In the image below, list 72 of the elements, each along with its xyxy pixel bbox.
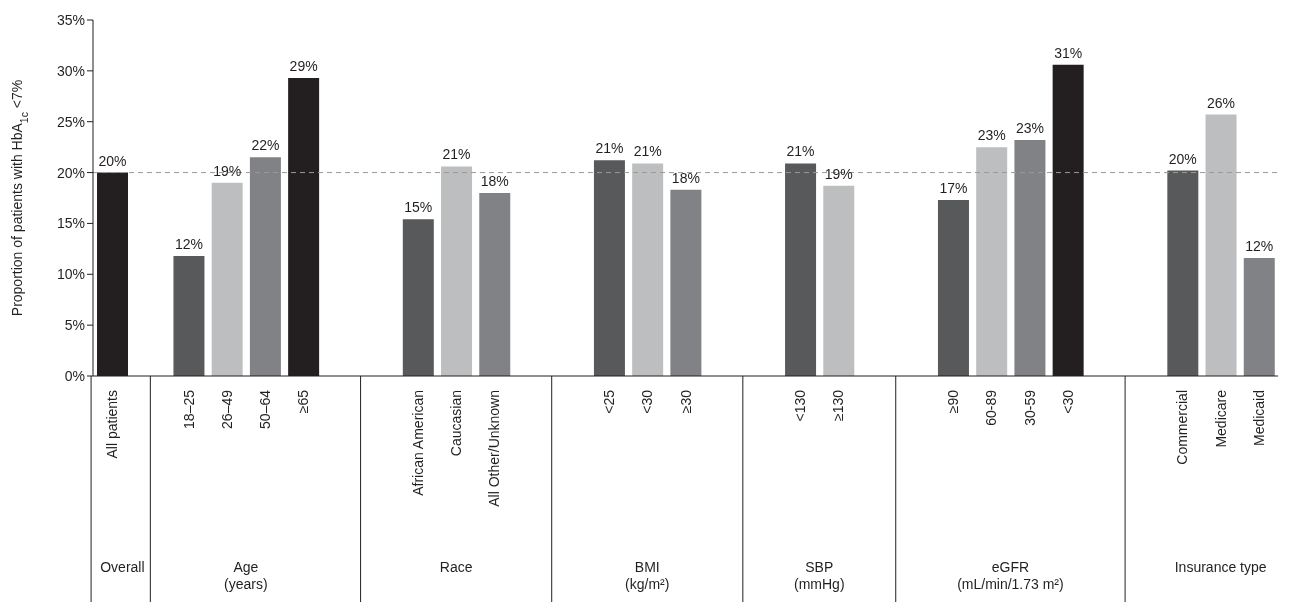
x-tick-label: Medicaid xyxy=(1250,390,1267,447)
x-tick-label: All patients xyxy=(104,390,121,459)
y-tick-label: 30% xyxy=(56,62,85,79)
bar xyxy=(402,219,434,376)
bar xyxy=(785,163,817,376)
data-label: 26% xyxy=(1207,94,1236,111)
x-tick-label: <30 xyxy=(639,389,656,414)
x-tick-label: <30 xyxy=(1059,389,1076,414)
text: Race xyxy=(439,559,473,575)
y-tick-label: 35% xyxy=(56,11,85,28)
bar xyxy=(1014,140,1046,376)
y-tick-label: 20% xyxy=(56,164,85,181)
bar xyxy=(479,192,511,376)
x-tick-label: 60-89 xyxy=(983,389,1000,426)
x-tick-label: <130 xyxy=(792,389,809,422)
x-tick-label: Medicare xyxy=(1212,389,1229,448)
x-tick-label: 26–49 xyxy=(218,389,235,429)
data-label: 23% xyxy=(977,127,1006,144)
data-label: 15% xyxy=(404,199,433,216)
bar xyxy=(211,182,243,376)
data-label: 18% xyxy=(671,169,700,186)
text: BMI (kg/m²) xyxy=(625,559,670,592)
data-label: 22% xyxy=(251,137,280,154)
data-label: 21% xyxy=(442,146,471,163)
y-tick-label: 5% xyxy=(64,317,85,334)
bar xyxy=(937,200,969,376)
data-label: 12% xyxy=(1245,238,1274,255)
y-tick-label: 0% xyxy=(64,367,85,384)
data-label: 19% xyxy=(213,162,242,179)
data-label: 21% xyxy=(786,143,815,160)
data-label: 18% xyxy=(480,172,509,189)
y-tick-label: 10% xyxy=(56,266,85,283)
x-tick-label: 18–25 xyxy=(180,389,197,429)
text: Overall xyxy=(100,559,145,575)
x-tick-label: ≥90 xyxy=(945,389,962,414)
text: Insurance type xyxy=(1174,559,1267,575)
data-label: 20% xyxy=(98,152,127,169)
y-tick-label: 15% xyxy=(56,215,85,232)
x-tick-label: 50–64 xyxy=(257,389,274,429)
bar xyxy=(670,189,702,376)
bar xyxy=(1243,258,1275,376)
text: eGFR (mL/min/1.73 m²) xyxy=(957,559,1064,592)
data-label: 29% xyxy=(289,57,318,74)
bar xyxy=(632,163,664,376)
data-label: 19% xyxy=(824,165,853,182)
x-tick-label: ≥65 xyxy=(295,389,312,414)
bar xyxy=(441,166,473,376)
data-label: 20% xyxy=(1168,150,1197,167)
x-tick-label: Caucasian xyxy=(448,390,465,457)
bar xyxy=(1167,170,1199,376)
x-tick-label: ≥130 xyxy=(830,389,847,422)
bar xyxy=(823,185,855,376)
x-tick-label: <25 xyxy=(601,389,618,414)
data-label: 31% xyxy=(1054,44,1083,61)
bar xyxy=(249,157,281,376)
x-tick-label: African American xyxy=(409,390,426,496)
data-label: 17% xyxy=(939,180,968,197)
bar xyxy=(173,255,205,376)
x-tick-label: All Other/Unknown xyxy=(486,390,503,507)
bar xyxy=(593,160,625,376)
data-label: 21% xyxy=(595,140,624,157)
bar xyxy=(1205,114,1237,376)
text: Age (years) xyxy=(224,559,268,592)
data-label: 12% xyxy=(174,235,203,252)
text: SBP (mmHg) xyxy=(794,559,845,592)
x-tick-label: 30-59 xyxy=(1021,389,1038,426)
data-label: 23% xyxy=(1015,120,1044,137)
y-tick-label: 25% xyxy=(56,113,85,130)
x-tick-label: ≥30 xyxy=(677,389,694,414)
x-tick-label: Commercial xyxy=(1174,390,1191,465)
data-label: 21% xyxy=(633,143,662,160)
bar xyxy=(976,147,1008,376)
